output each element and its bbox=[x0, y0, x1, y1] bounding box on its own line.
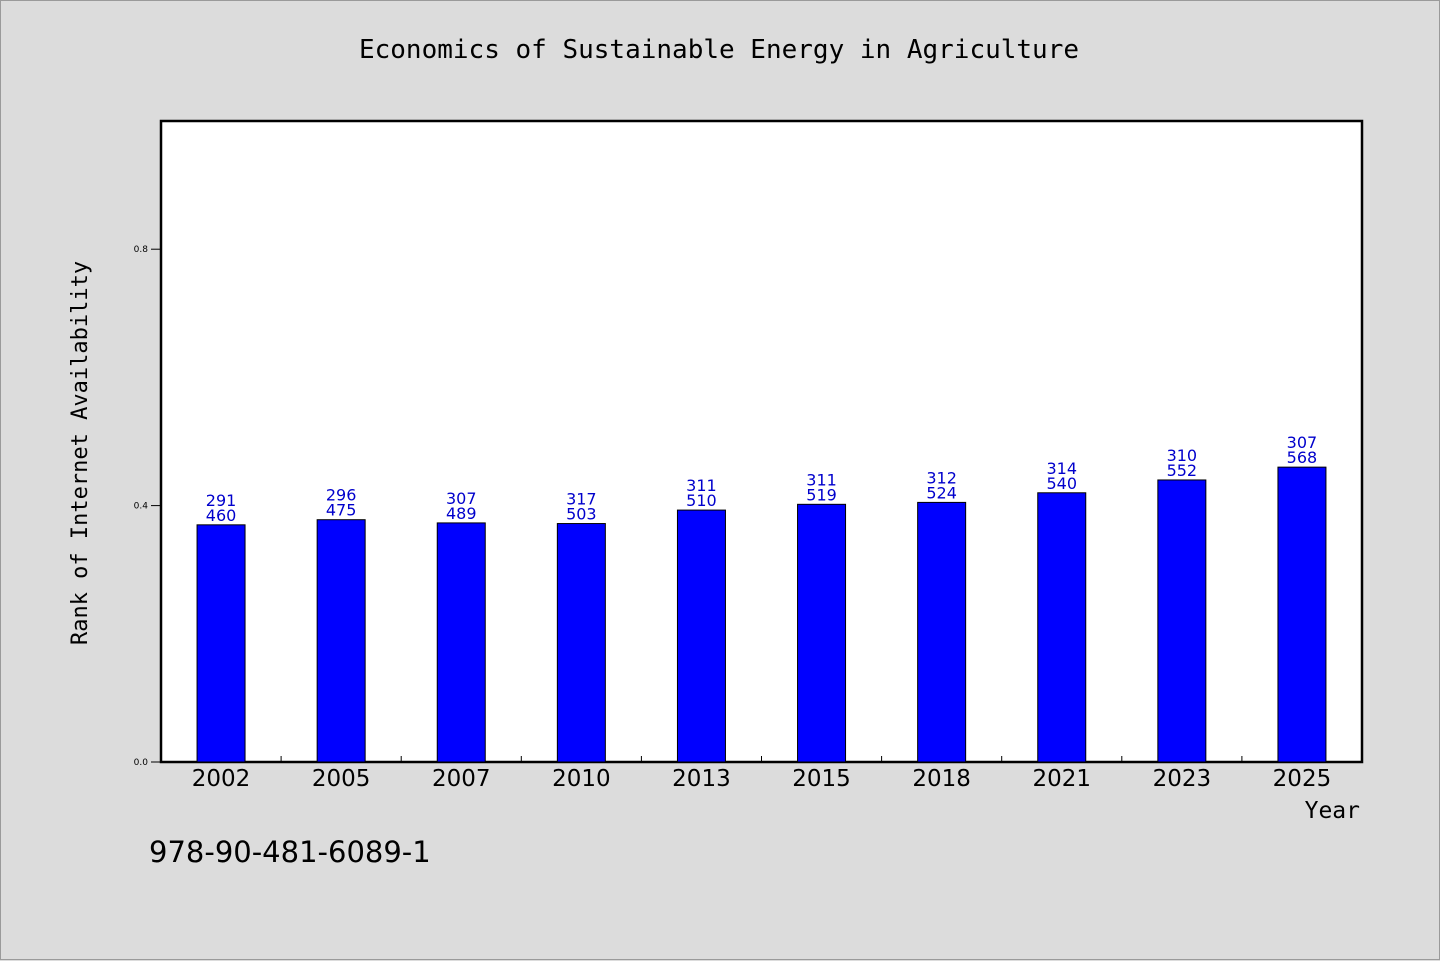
data-label-bottom: 568 bbox=[1287, 448, 1318, 467]
data-label-top: 312 bbox=[926, 468, 957, 487]
data-label-bottom: 519 bbox=[806, 485, 837, 504]
bar-2023 bbox=[1157, 479, 1207, 763]
data-label-top: 307 bbox=[1287, 433, 1318, 452]
data-label-top: 291 bbox=[206, 491, 237, 510]
data-label-bottom: 475 bbox=[326, 501, 357, 520]
y-tick-label: 0.4 bbox=[134, 502, 149, 512]
data-label-bottom: 552 bbox=[1167, 461, 1198, 480]
x-tick-label: 2018 bbox=[912, 766, 971, 792]
x-tick-label: 2023 bbox=[1153, 766, 1212, 792]
y-axis-title: Rank of Internet Availability bbox=[68, 261, 93, 645]
data-label-top: 310 bbox=[1167, 446, 1198, 465]
labels-layer: 2002291460200529647520073074892010317503… bbox=[134, 245, 1332, 792]
bar-2007 bbox=[436, 522, 486, 763]
data-label-bottom: 503 bbox=[566, 505, 597, 524]
y-tick-label: 0.8 bbox=[134, 245, 149, 255]
bar-2015 bbox=[797, 503, 847, 763]
x-tick-label: 2015 bbox=[792, 766, 851, 792]
chart-title: Economics of Sustainable Energy in Agric… bbox=[358, 35, 1080, 65]
x-tick-label: 2025 bbox=[1273, 766, 1332, 792]
bar-2018 bbox=[917, 501, 967, 763]
bar-2021 bbox=[1037, 492, 1087, 763]
data-label-top: 314 bbox=[1046, 459, 1077, 478]
data-label-top: 307 bbox=[446, 489, 477, 508]
data-label-bottom: 460 bbox=[206, 506, 237, 525]
bar-2025 bbox=[1277, 466, 1327, 763]
x-tick-label: 2007 bbox=[432, 766, 491, 792]
bar-2005 bbox=[316, 519, 366, 763]
x-axis-title: Year bbox=[1305, 798, 1360, 824]
x-tick-label: 2013 bbox=[672, 766, 731, 792]
bars-layer bbox=[196, 466, 1327, 763]
y-tick-label: 0.0 bbox=[134, 758, 149, 768]
footer-code: 978-90-481-6089-1 bbox=[149, 835, 431, 869]
data-label-top: 296 bbox=[326, 486, 357, 505]
data-label-bottom: 510 bbox=[686, 491, 717, 510]
data-label-bottom: 540 bbox=[1046, 474, 1077, 493]
data-label-bottom: 524 bbox=[926, 483, 957, 502]
x-tick-label: 2005 bbox=[312, 766, 371, 792]
data-label-top: 311 bbox=[806, 470, 837, 489]
bar-2013 bbox=[676, 509, 726, 763]
data-label-top: 311 bbox=[686, 476, 717, 495]
ticks-layer bbox=[151, 248, 1243, 763]
bar-2002 bbox=[196, 524, 246, 763]
bar-2010 bbox=[556, 523, 606, 763]
x-tick-label: 2021 bbox=[1032, 766, 1091, 792]
x-tick-label: 2002 bbox=[192, 766, 251, 792]
data-label-bottom: 489 bbox=[446, 504, 477, 523]
x-tick-label: 2010 bbox=[552, 766, 611, 792]
data-label-top: 317 bbox=[566, 490, 597, 509]
